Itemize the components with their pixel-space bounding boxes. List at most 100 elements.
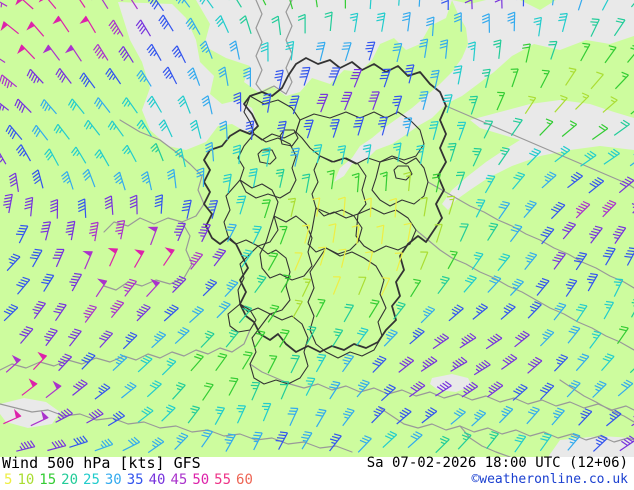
wind-barb [123,278,137,297]
wind-barb [481,13,490,33]
wind-barb [419,38,429,58]
wind-barb [190,353,204,372]
wind-barb [42,44,61,61]
wind-speed-scale: 5 10 15 20 25 30 35 40 45 50 55 60 [4,473,258,487]
wind-barb [225,329,239,348]
wind-barb [316,93,329,113]
wind-barb [420,356,438,372]
scale-tick-60: 60 [236,472,253,488]
wind-barb [315,408,327,428]
wind-barb [332,328,344,347]
sea-baltic-sea [334,0,634,182]
wind-barb [351,224,360,245]
map-canvas[interactable] [0,0,634,457]
wind-barb [487,275,502,293]
wind-barb [91,0,109,10]
wind-barb [44,148,60,166]
wind-barb [267,304,280,323]
wind-barb [553,302,567,321]
sea-north-sea [120,0,452,96]
wind-barb [435,435,450,454]
wind-barb [418,0,421,7]
wind-barb [55,68,72,84]
wind-barb [429,120,439,140]
wind-barb [189,306,205,324]
scale-tick-10: 10 [17,472,35,488]
wind-barb [297,13,306,34]
wind-barb [303,119,314,139]
wind-barb [539,382,555,400]
wind-barb [82,168,96,188]
wind-barb [214,406,226,425]
wind-barb [280,274,292,293]
wind-barb [225,223,237,243]
wind-barb [351,172,360,193]
wind-barb [318,246,327,266]
wind-barb [527,301,542,319]
state-border-sachsen-anhalt [311,155,367,219]
wind-barb [174,326,190,345]
wind-barb [104,195,114,215]
wind-barb [551,0,554,6]
wind-barb [507,11,516,32]
scale-tick-45: 45 [170,472,188,488]
wind-barb [561,120,578,137]
wind-barb [619,435,634,452]
wind-barb [575,200,591,219]
wind-barb [312,144,323,164]
wind-barb [566,379,581,398]
wind-barb [279,329,290,348]
wind-barb [601,353,615,371]
state-border-bremen [257,149,277,165]
wind-barb [483,120,494,139]
wind-barb [16,276,31,295]
wind-barb [137,406,154,423]
wind-barb [94,438,114,452]
wind-barb [250,381,261,401]
wind-barb [29,248,43,268]
wind-barb [368,91,380,111]
wind-barb [315,353,327,373]
wind-barb [40,221,52,241]
wind-barb [350,69,362,88]
wind-barb [14,98,32,114]
wind-barb [107,410,125,427]
wind-barb [527,356,543,374]
wind-barb [567,432,581,451]
wind-barb [121,97,138,114]
wind-barb [535,277,550,296]
wind-barb [279,225,288,245]
wind-barb [241,351,253,370]
wind-barb [606,409,622,427]
wind-barb [251,431,263,451]
wind-barb [326,169,335,190]
wind-barb [403,171,412,192]
wind-barb [567,171,583,189]
wind-barb [200,330,215,348]
scale-tick-30: 30 [104,472,122,488]
wind-barb [562,221,577,240]
wind-barb [287,197,297,217]
border-belgium-france [103,221,193,291]
wind-barb [175,0,191,8]
wind-barb [524,95,537,115]
wind-barb [24,196,34,217]
wind-barb [378,116,388,136]
wind-barb [199,40,213,59]
wind-barb [17,44,36,60]
wind-barb [0,152,7,165]
wind-barb [578,408,593,426]
wind-barb [222,173,232,194]
wind-barb [464,0,473,10]
sea-north-sea-lower [118,2,258,150]
wind-barb [69,272,83,292]
wind-barb [410,278,422,298]
wind-barb [419,196,428,217]
wind-barb [305,377,316,396]
border-czech-south [415,229,634,351]
scale-tick-50: 50 [192,472,210,488]
wind-barb [232,144,241,165]
wind-barb [252,225,262,245]
wind-barb [38,0,57,9]
wind-barb [618,176,634,194]
